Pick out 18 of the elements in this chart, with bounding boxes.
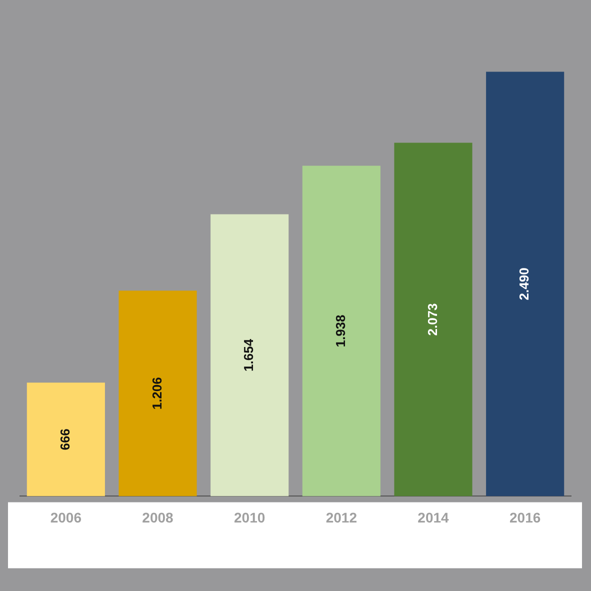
- x-tick-label: 2006: [50, 509, 82, 526]
- data-label: 1.938: [332, 314, 348, 348]
- x-tick-label: 2014: [418, 509, 450, 526]
- bar: [26, 382, 105, 496]
- bar: [486, 72, 564, 496]
- x-tick-label: 2008: [142, 509, 174, 526]
- bar: [118, 290, 197, 496]
- data-label: 2.490: [516, 268, 532, 300]
- data-label: 666: [57, 428, 72, 450]
- data-label: 1.206: [149, 377, 164, 410]
- bar: [210, 214, 289, 496]
- bar: [394, 142, 472, 496]
- x-tick-label: 2012: [326, 509, 358, 526]
- x-tick-label: 2016: [510, 509, 541, 526]
- x-tick-label: 2010: [234, 509, 266, 526]
- data-label: 2.073: [424, 303, 440, 336]
- data-label: 1.654: [241, 338, 256, 372]
- bar: [302, 166, 380, 496]
